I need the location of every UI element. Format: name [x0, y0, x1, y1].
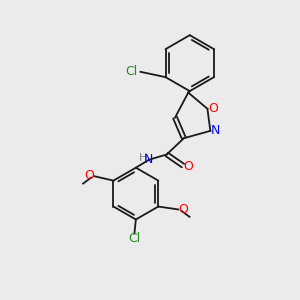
Text: Cl: Cl: [125, 65, 138, 78]
Text: H: H: [139, 153, 147, 163]
Text: O: O: [208, 102, 218, 115]
Text: O: O: [84, 169, 94, 182]
Text: N: N: [211, 124, 220, 137]
Text: O: O: [183, 160, 193, 173]
Text: O: O: [179, 203, 189, 216]
Text: Cl: Cl: [128, 232, 140, 245]
Text: N: N: [143, 153, 153, 166]
